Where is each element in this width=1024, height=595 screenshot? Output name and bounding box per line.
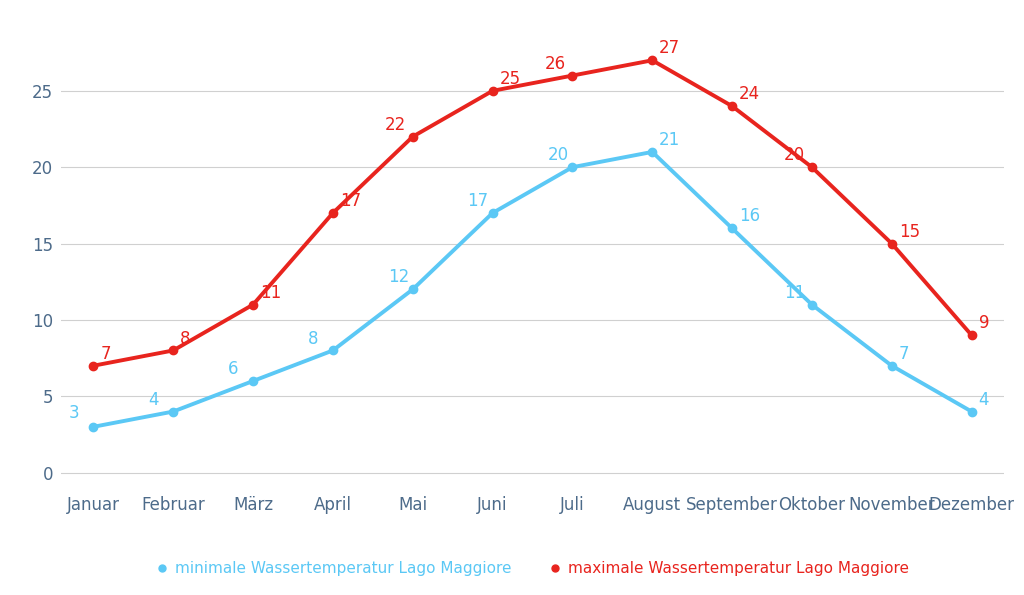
Text: 25: 25: [500, 70, 520, 88]
minimale Wassertemperatur Lago Maggiore: [327, 347, 339, 354]
Line: minimale Wassertemperatur Lago Maggiore: minimale Wassertemperatur Lago Maggiore: [89, 148, 976, 431]
Text: 8: 8: [180, 330, 190, 347]
maximale Wassertemperatur Lago Maggiore: [247, 301, 259, 308]
Text: 8: 8: [308, 330, 318, 347]
Text: 15: 15: [899, 223, 920, 240]
minimale Wassertemperatur Lago Maggiore: [966, 408, 978, 415]
Text: 12: 12: [388, 268, 409, 286]
Text: 27: 27: [659, 39, 680, 57]
Text: 21: 21: [659, 131, 680, 149]
Text: 4: 4: [979, 390, 989, 409]
minimale Wassertemperatur Lago Maggiore: [806, 301, 818, 308]
Text: 17: 17: [340, 192, 360, 210]
Text: 20: 20: [784, 146, 805, 164]
Text: 16: 16: [739, 207, 760, 226]
Text: 22: 22: [385, 115, 407, 134]
maximale Wassertemperatur Lago Maggiore: [806, 164, 818, 171]
maximale Wassertemperatur Lago Maggiore: [486, 87, 499, 95]
minimale Wassertemperatur Lago Maggiore: [726, 225, 738, 232]
minimale Wassertemperatur Lago Maggiore: [247, 377, 259, 384]
maximale Wassertemperatur Lago Maggiore: [87, 362, 99, 369]
minimale Wassertemperatur Lago Maggiore: [486, 209, 499, 217]
maximale Wassertemperatur Lago Maggiore: [327, 209, 339, 217]
Text: 7: 7: [899, 345, 909, 363]
Text: 9: 9: [979, 314, 989, 332]
maximale Wassertemperatur Lago Maggiore: [886, 240, 898, 247]
Text: 6: 6: [228, 360, 239, 378]
Text: 11: 11: [784, 284, 806, 302]
maximale Wassertemperatur Lago Maggiore: [966, 331, 978, 339]
Text: 3: 3: [69, 405, 79, 422]
maximale Wassertemperatur Lago Maggiore: [167, 347, 179, 354]
minimale Wassertemperatur Lago Maggiore: [87, 423, 99, 430]
minimale Wassertemperatur Lago Maggiore: [646, 148, 658, 155]
maximale Wassertemperatur Lago Maggiore: [646, 57, 658, 64]
Text: 20: 20: [548, 146, 568, 164]
minimale Wassertemperatur Lago Maggiore: [407, 286, 419, 293]
minimale Wassertemperatur Lago Maggiore: [886, 362, 898, 369]
Text: 24: 24: [739, 85, 760, 103]
Text: 4: 4: [148, 390, 159, 409]
maximale Wassertemperatur Lago Maggiore: [407, 133, 419, 140]
Text: 17: 17: [468, 192, 488, 210]
minimale Wassertemperatur Lago Maggiore: [566, 164, 579, 171]
Text: 11: 11: [260, 284, 282, 302]
minimale Wassertemperatur Lago Maggiore: [167, 408, 179, 415]
Legend: minimale Wassertemperatur Lago Maggiore, maximale Wassertemperatur Lago Maggiore: minimale Wassertemperatur Lago Maggiore,…: [151, 555, 914, 583]
Text: 7: 7: [100, 345, 111, 363]
Text: 26: 26: [545, 55, 565, 73]
Line: maximale Wassertemperatur Lago Maggiore: maximale Wassertemperatur Lago Maggiore: [89, 56, 976, 370]
maximale Wassertemperatur Lago Maggiore: [726, 102, 738, 109]
maximale Wassertemperatur Lago Maggiore: [566, 72, 579, 79]
